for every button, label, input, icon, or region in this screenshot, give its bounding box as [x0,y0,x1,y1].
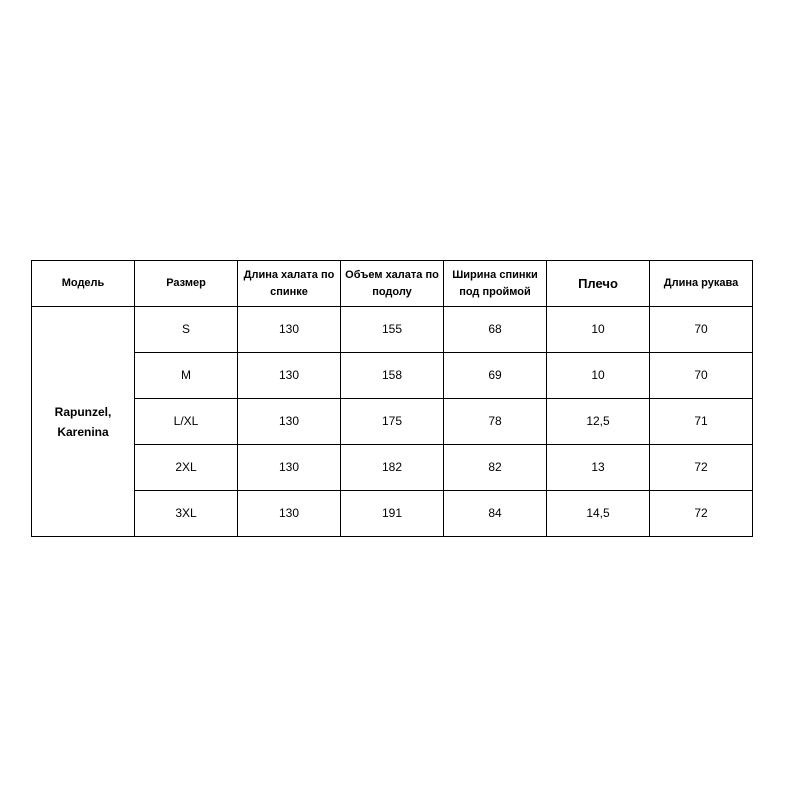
cell-size: 2XL [134,444,238,491]
cell-back-length: 130 [237,490,341,537]
table-row: 2XL 130 182 82 13 72 [32,444,753,491]
cell-back-width: 68 [443,306,547,353]
header-sleeve-length: Длина рукава [649,260,753,307]
cell-shoulder: 10 [546,306,650,353]
header-row: Модель Размер Длина халата по спинке Объ… [31,260,753,307]
cell-sleeve-length: 72 [649,490,753,537]
cell-sleeve-length: 72 [649,444,753,491]
cell-back-length: 130 [237,306,341,353]
header-back-length: Длина халата по спинке [237,260,341,307]
cell-hem-volume: 191 [340,490,444,537]
table-row: M 130 158 69 10 70 [32,352,753,399]
header-back-width: Ширина спинки под проймой [443,260,547,307]
cell-shoulder: 12,5 [546,398,650,445]
cell-shoulder: 14,5 [546,490,650,537]
cell-back-width: 69 [443,352,547,399]
cell-size: L/XL [134,398,238,445]
cell-back-length: 130 [237,352,341,399]
header-model: Модель [31,260,135,307]
table-row: 3XL 130 191 84 14,5 72 [32,490,753,537]
table-row: Rapunzel, Karenina S 130 155 68 10 70 [31,306,753,537]
cell-sleeve-length: 70 [649,352,753,399]
cell-back-length: 130 [237,444,341,491]
cell-sleeve-length: 71 [649,398,753,445]
cell-hem-volume: 158 [340,352,444,399]
cell-size: S [134,306,238,353]
table-row: L/XL 130 175 78 12,5 71 [32,398,753,445]
cell-hem-volume: 155 [340,306,444,353]
cell-hem-volume: 182 [340,444,444,491]
cell-back-width: 82 [443,444,547,491]
cell-back-width: 84 [443,490,547,537]
cell-shoulder: 13 [546,444,650,491]
cell-shoulder: 10 [546,352,650,399]
size-chart-table: Модель Размер Длина халата по спинке Объ… [31,260,753,537]
header-shoulder: Плечо [546,260,650,307]
cell-size: M [134,352,238,399]
model-cell: Rapunzel, Karenina [31,306,135,537]
cell-size: 3XL [134,490,238,537]
cell-sleeve-length: 70 [649,306,753,353]
cell-back-width: 78 [443,398,547,445]
header-hem-volume: Объем халата по подолу [340,260,444,307]
cell-hem-volume: 175 [340,398,444,445]
header-size: Размер [134,260,238,307]
cell-back-length: 130 [237,398,341,445]
